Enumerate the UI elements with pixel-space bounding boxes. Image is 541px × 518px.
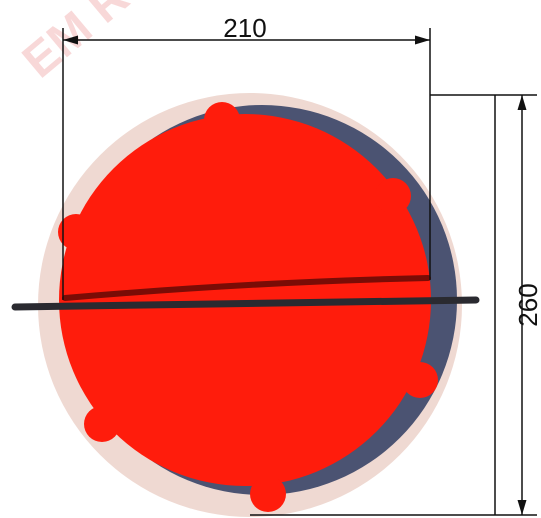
dimension-height <box>250 94 537 516</box>
red-disc <box>58 102 438 512</box>
height-label: 260 <box>513 283 541 326</box>
edge-line <box>62 275 431 301</box>
dimension-width <box>62 28 431 300</box>
part <box>11 93 480 517</box>
axis-line <box>11 296 480 311</box>
width-label: 210 <box>223 13 266 43</box>
watermark: EM R <box>13 0 139 88</box>
